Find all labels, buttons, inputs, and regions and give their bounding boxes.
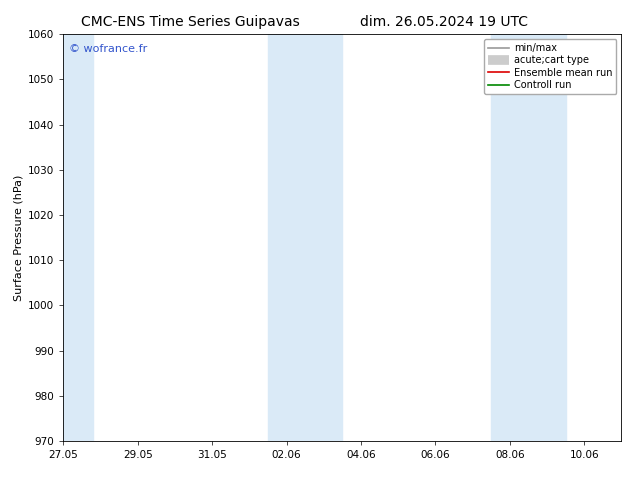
Text: CMC-ENS Time Series Guipavas: CMC-ENS Time Series Guipavas: [81, 15, 300, 29]
Legend: min/max, acute;cart type, Ensemble mean run, Controll run: min/max, acute;cart type, Ensemble mean …: [484, 39, 616, 94]
Bar: [56, 34, 93, 441]
Bar: [491, 34, 566, 441]
Y-axis label: Surface Pressure (hPa): Surface Pressure (hPa): [14, 174, 24, 301]
Text: © wofrance.fr: © wofrance.fr: [69, 45, 147, 54]
Bar: [268, 34, 342, 441]
Text: dim. 26.05.2024 19 UTC: dim. 26.05.2024 19 UTC: [360, 15, 527, 29]
